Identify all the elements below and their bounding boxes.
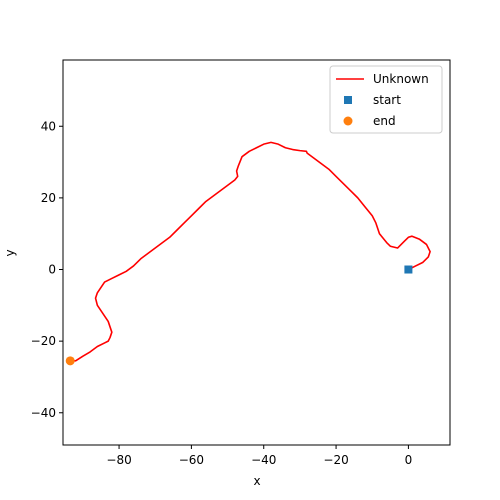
- legend-box: [329, 65, 443, 134]
- legend-swatch-end: [343, 116, 353, 126]
- series-line-unknown: [70, 141, 431, 362]
- x-tick-label: −80: [106, 453, 131, 467]
- y-tick-label: −40: [31, 406, 56, 420]
- legend-label-unknown: Unknown: [373, 72, 429, 86]
- axis-ticks: −80 −60 −40 −20 0 −40 −20 0 20 40: [31, 119, 413, 467]
- x-tick-label: 0: [405, 453, 413, 467]
- plot-area: [62, 59, 451, 446]
- legend-label-start: start: [373, 93, 401, 107]
- y-tick-label: 0: [48, 263, 56, 277]
- x-tick-label: −60: [179, 453, 204, 467]
- x-tick-label: −20: [323, 453, 348, 467]
- y-axis-label: y: [3, 249, 17, 256]
- x-axis-label: x: [253, 474, 260, 488]
- x-tick-label: −40: [251, 453, 276, 467]
- legend-label-end: end: [373, 114, 396, 128]
- y-tick-label: 20: [41, 191, 56, 205]
- y-tick-label: −20: [31, 334, 56, 348]
- legend: Unknown start end: [329, 65, 443, 134]
- axes-frame: [62, 59, 451, 446]
- point-end: [65, 356, 75, 366]
- y-tick-label: 40: [41, 119, 56, 133]
- legend-swatch-start: [344, 96, 352, 104]
- point-start: [404, 265, 413, 274]
